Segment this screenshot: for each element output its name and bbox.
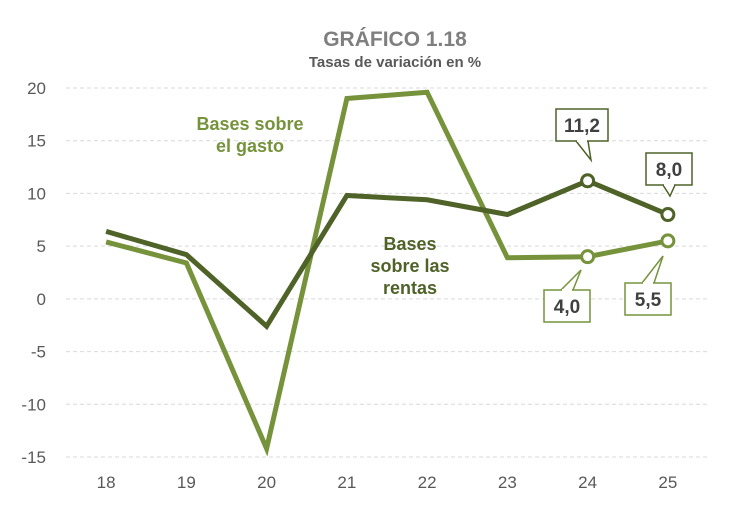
y-tick-label: 15 xyxy=(27,132,46,151)
y-tick-label: -15 xyxy=(21,448,46,467)
chart-subtitle: Tasas de variación en % xyxy=(309,54,481,71)
series-labels: Bases sobre el gasto Bases sobre las rentas xyxy=(196,114,449,298)
callout-label: 5,5 xyxy=(635,290,662,311)
value-callouts: 4,0 5,5 11,2 8,0 xyxy=(543,108,693,323)
callout-pointer xyxy=(661,184,677,198)
x-tick-label: 19 xyxy=(177,473,196,492)
series-line-gasto xyxy=(105,89,669,457)
y-tick-label: -10 xyxy=(21,395,46,414)
series-label-line: el gasto xyxy=(216,136,284,156)
data-point-marker xyxy=(660,233,676,249)
y-tick-label: 20 xyxy=(27,79,46,98)
y-tick-label: 0 xyxy=(37,290,46,309)
x-tick-label: 18 xyxy=(97,473,116,492)
chart-title: GRÁFICO 1.18 xyxy=(323,28,467,51)
series-label-gasto: Bases sobre el gasto xyxy=(196,114,303,156)
data-point-marker xyxy=(660,207,676,223)
data-point-marker xyxy=(580,249,596,265)
callout-box xyxy=(543,289,591,323)
x-tick-label: 22 xyxy=(418,473,437,492)
callout-pointer xyxy=(574,140,593,163)
y-tick-label: -5 xyxy=(31,343,46,362)
callout-label: 11,2 xyxy=(564,116,600,137)
x-tick-label: 20 xyxy=(257,473,276,492)
callout-label: 8,0 xyxy=(656,160,682,181)
callout-pointer xyxy=(559,269,582,291)
series-label-line: Bases xyxy=(383,234,436,254)
callout-box xyxy=(645,152,693,186)
series-label-rentas: Bases sobre las rentas xyxy=(370,234,449,298)
series-label-line: Bases sobre xyxy=(196,114,303,134)
callout-label: 4,0 xyxy=(554,297,580,318)
y-tick-label: 5 xyxy=(37,237,46,256)
series-lines xyxy=(105,89,669,457)
axis-ticks: 20 15 10 5 0 -5 -10 -15 18 19 20 21 22 23 24 25 xyxy=(21,79,677,492)
x-tick-label: 25 xyxy=(658,473,677,492)
data-point-marker xyxy=(580,173,596,189)
series-label-line: rentas xyxy=(383,278,437,298)
callout-pointer xyxy=(640,255,664,284)
y-tick-label: 10 xyxy=(27,184,46,203)
series-label-line: sobre las xyxy=(370,256,449,276)
x-tick-label: 21 xyxy=(337,473,356,492)
series-line-rentas xyxy=(105,178,669,331)
x-tick-label: 23 xyxy=(498,473,517,492)
x-tick-label: 24 xyxy=(578,473,597,492)
